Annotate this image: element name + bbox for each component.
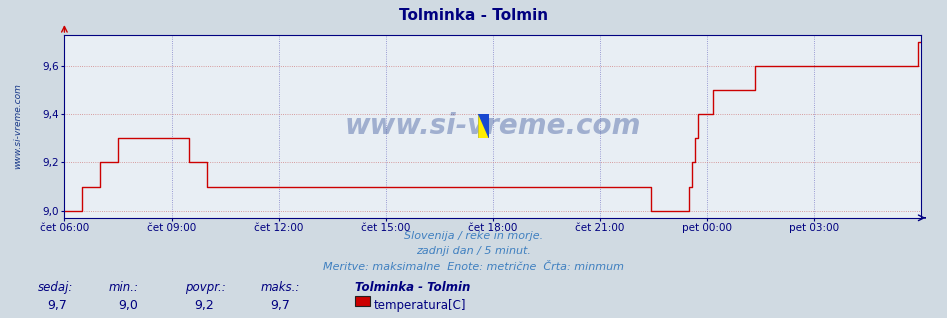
Text: zadnji dan / 5 minut.: zadnji dan / 5 minut.	[416, 246, 531, 256]
Text: Slovenija / reke in morje.: Slovenija / reke in morje.	[404, 231, 543, 240]
Text: www.si-vreme.com: www.si-vreme.com	[345, 112, 641, 141]
Text: Meritve: maksimalne  Enote: metrične  Črta: minmum: Meritve: maksimalne Enote: metrične Črta…	[323, 262, 624, 272]
Text: temperatura[C]: temperatura[C]	[374, 299, 467, 312]
Text: www.si-vreme.com: www.si-vreme.com	[12, 83, 22, 169]
Text: Tolminka - Tolmin: Tolminka - Tolmin	[399, 8, 548, 23]
Text: povpr.:: povpr.:	[185, 281, 225, 294]
Text: 9,0: 9,0	[118, 299, 138, 312]
Text: 9,7: 9,7	[270, 299, 290, 312]
Text: 9,7: 9,7	[47, 299, 67, 312]
Polygon shape	[478, 114, 489, 138]
Text: maks.:: maks.:	[260, 281, 300, 294]
Text: sedaj:: sedaj:	[38, 281, 73, 294]
Text: 9,2: 9,2	[194, 299, 214, 312]
Text: min.:: min.:	[109, 281, 139, 294]
Polygon shape	[478, 114, 489, 138]
Text: Tolminka - Tolmin: Tolminka - Tolmin	[355, 281, 471, 294]
